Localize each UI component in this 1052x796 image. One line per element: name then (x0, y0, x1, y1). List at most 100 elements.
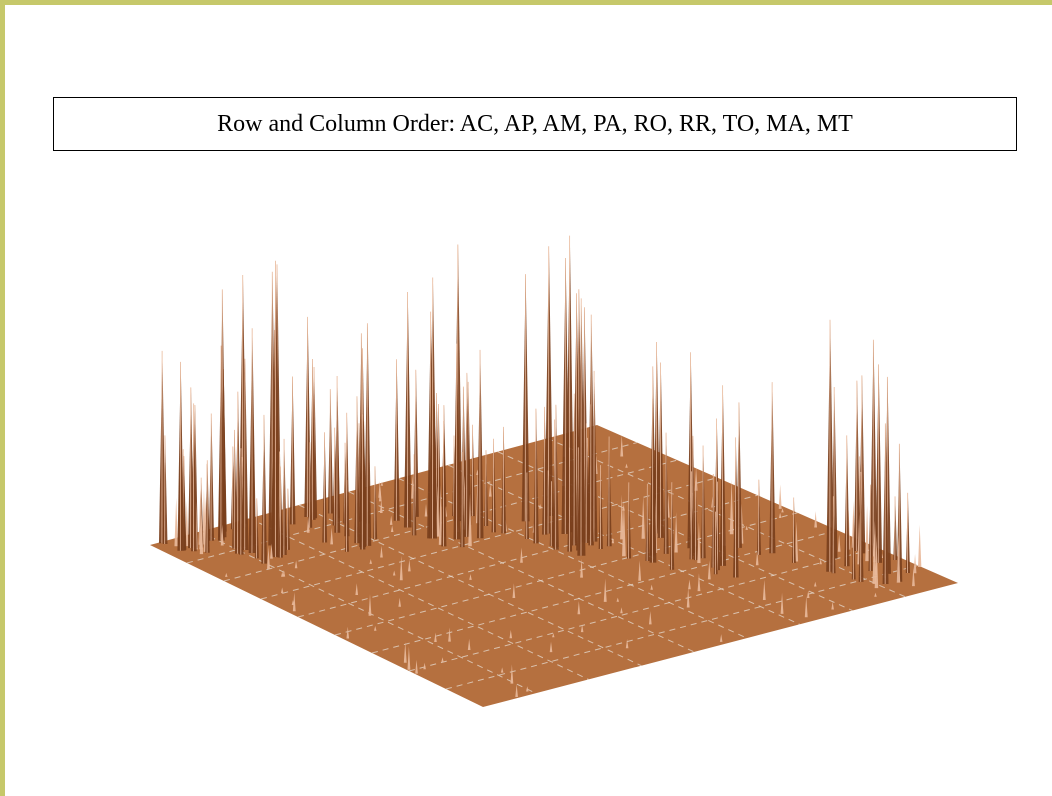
surface-spike (389, 515, 393, 525)
grid-line (297, 494, 758, 618)
surface-spike (819, 559, 822, 565)
surface-spike (368, 594, 372, 616)
surface-spike (403, 642, 407, 663)
surface-spike (831, 601, 834, 610)
surface-spike (509, 629, 513, 639)
surface-spike (476, 469, 479, 476)
surface-spike (408, 559, 411, 572)
surface-spike (355, 583, 359, 595)
grid-line (348, 491, 695, 653)
surface-spike (872, 533, 876, 584)
surface-spike (814, 511, 818, 528)
surface-spike (874, 536, 879, 589)
grid-line (260, 477, 718, 600)
surface-spike (330, 527, 334, 545)
surface-spike (280, 587, 284, 594)
surface-spike (378, 486, 382, 502)
surface-spike (622, 499, 626, 557)
surface-spike (896, 534, 901, 583)
grid-line (445, 564, 919, 690)
surface-spike (686, 587, 690, 608)
surface-spike (407, 646, 411, 670)
surface-spike (379, 499, 383, 514)
surface-spike (804, 595, 808, 618)
surface-spike (468, 493, 472, 547)
surface-spike (611, 537, 615, 544)
slide-frame-left (0, 0, 5, 796)
surface-spike (469, 573, 472, 580)
surface-spike (688, 579, 691, 590)
surface-spike (552, 633, 555, 638)
surface-spike (778, 484, 782, 509)
surface-spike (616, 597, 620, 602)
slide-frame-top (0, 0, 1052, 5)
surface-spike (510, 664, 514, 684)
surface-spike (580, 558, 583, 578)
surface-spike (282, 569, 286, 577)
surface-spike (434, 632, 437, 642)
surface-spike (719, 634, 723, 642)
surface-spike (697, 573, 701, 592)
surface-spike (390, 525, 394, 533)
surface-spike (500, 667, 504, 673)
caption-box: Row and Column Order: AC, AP, AM, PA, RO… (53, 97, 1017, 151)
surface-spike (641, 495, 645, 539)
surface-spike (697, 522, 701, 563)
caption-text: Row and Column Order: AC, AP, AM, PA, RO… (217, 110, 853, 137)
surface-spike (515, 684, 518, 697)
surface-spike (424, 503, 428, 517)
grid-line (497, 451, 853, 612)
surface-spike (625, 639, 629, 649)
surface-spike (837, 534, 841, 552)
surface-spike (762, 579, 766, 601)
surface-spike (448, 627, 451, 642)
surface-spike (294, 560, 298, 569)
surface-spike (423, 662, 426, 670)
grid-line (249, 517, 589, 680)
surface-spike (638, 560, 642, 581)
surface-spike (745, 525, 748, 530)
surface-spike (729, 479, 734, 535)
surface-spike (620, 494, 624, 540)
surface-spike (199, 512, 204, 555)
surface-spike (306, 516, 310, 533)
surface-spike (369, 559, 372, 564)
surface-spike (674, 511, 678, 553)
surface-spike (270, 543, 273, 559)
surface-spike (380, 545, 383, 558)
grid-line (408, 547, 878, 672)
surface-spike (441, 657, 444, 663)
surface-spike (526, 686, 529, 692)
surface-spike (512, 583, 516, 598)
surface-spike (648, 611, 652, 625)
surface-spike (549, 641, 553, 653)
surface-spike (438, 485, 443, 545)
surface-spikes (158, 235, 922, 697)
surface-spike (806, 590, 810, 599)
surface-spike (267, 546, 270, 569)
surface-spike (225, 572, 228, 577)
surface-spike (874, 592, 877, 597)
surface-spike (707, 560, 711, 580)
surface-spike (220, 524, 224, 546)
surface-spike (912, 566, 915, 587)
surface-spike (398, 597, 402, 607)
surface-spike (755, 550, 759, 566)
surface-spike (392, 570, 396, 576)
grid-line (447, 464, 800, 625)
surface-spike (603, 578, 607, 602)
grid-line (398, 477, 748, 639)
surface-spike (814, 581, 817, 587)
surface-spike (580, 624, 584, 633)
surface-spike (174, 497, 178, 547)
surface-spike (467, 638, 471, 650)
surface-spike (415, 659, 418, 674)
surface-spike (380, 481, 384, 486)
surface-spike (488, 483, 492, 497)
surface-spike (794, 521, 799, 562)
surface-spike (577, 601, 581, 615)
surface-spike (913, 553, 917, 574)
surface-spike (292, 592, 296, 612)
grid-line (298, 504, 642, 667)
surface-spike (620, 435, 624, 457)
